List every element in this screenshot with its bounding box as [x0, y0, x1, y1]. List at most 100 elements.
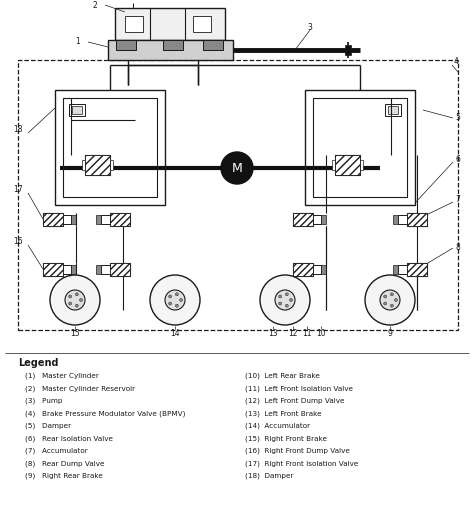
Circle shape — [275, 290, 295, 310]
Text: (17)  Right Front Isolation Valve: (17) Right Front Isolation Valve — [245, 460, 358, 467]
Text: 13: 13 — [268, 329, 278, 338]
Text: (16)  Right Front Dump Valve: (16) Right Front Dump Valve — [245, 448, 350, 454]
Bar — [116, 40, 136, 50]
Bar — [335, 155, 360, 175]
Bar — [203, 40, 223, 50]
Bar — [388, 106, 398, 114]
Text: (4)   Brake Pressure Modulator Valve (BPMV): (4) Brake Pressure Modulator Valve (BPMV… — [25, 410, 185, 417]
Text: (12)  Left Front Dump Valve: (12) Left Front Dump Valve — [245, 398, 345, 404]
Bar — [18, 60, 458, 330]
Circle shape — [80, 298, 82, 302]
Bar — [63, 98, 157, 197]
Circle shape — [150, 275, 200, 325]
Bar — [82, 160, 85, 170]
Circle shape — [165, 290, 185, 310]
Bar — [293, 263, 313, 276]
Text: 12: 12 — [288, 329, 298, 338]
Bar — [393, 215, 398, 224]
Bar — [393, 265, 398, 274]
Text: Legend: Legend — [18, 358, 58, 368]
Bar — [108, 40, 233, 60]
Bar — [398, 215, 407, 224]
Text: M: M — [232, 162, 242, 174]
Text: 18: 18 — [13, 126, 23, 135]
Text: 14: 14 — [170, 329, 180, 338]
Circle shape — [391, 304, 393, 307]
Bar — [110, 213, 130, 226]
Text: 2: 2 — [92, 1, 97, 10]
Bar — [110, 263, 130, 276]
Circle shape — [285, 293, 288, 296]
Bar — [293, 263, 313, 276]
Circle shape — [285, 304, 288, 307]
Circle shape — [394, 298, 398, 302]
Bar — [313, 98, 407, 197]
Circle shape — [383, 302, 387, 305]
Text: 1: 1 — [76, 38, 81, 47]
Bar — [43, 213, 63, 226]
Text: (2)   Master Cylinder Reservoir: (2) Master Cylinder Reservoir — [25, 385, 135, 392]
Text: (9)   Right Rear Brake: (9) Right Rear Brake — [25, 473, 103, 479]
Text: 16: 16 — [13, 237, 23, 246]
Bar — [293, 213, 313, 226]
Bar — [43, 213, 63, 226]
Bar — [101, 215, 110, 224]
Bar — [385, 104, 401, 116]
Bar — [96, 215, 101, 224]
Text: 11: 11 — [302, 329, 312, 338]
Bar — [72, 106, 82, 114]
Bar — [407, 263, 427, 276]
Circle shape — [69, 295, 72, 298]
Bar — [407, 263, 427, 276]
Bar — [193, 16, 211, 32]
Bar — [71, 265, 76, 274]
Circle shape — [260, 275, 310, 325]
Circle shape — [75, 304, 78, 307]
Circle shape — [290, 298, 292, 302]
Bar — [305, 90, 415, 205]
Bar — [360, 160, 363, 170]
Text: (13)  Left Front Brake: (13) Left Front Brake — [245, 410, 322, 417]
Text: 8: 8 — [456, 243, 460, 252]
Text: (10)  Left Rear Brake: (10) Left Rear Brake — [245, 373, 320, 379]
Text: (15)  Right Front Brake: (15) Right Front Brake — [245, 435, 327, 441]
Circle shape — [69, 302, 72, 305]
Text: (14)  Accumulator: (14) Accumulator — [245, 423, 310, 429]
Text: (6)   Rear Isolation Valve: (6) Rear Isolation Valve — [25, 435, 113, 441]
Text: (8)   Rear Dump Valve: (8) Rear Dump Valve — [25, 460, 104, 467]
Bar — [96, 265, 101, 274]
Bar — [345, 45, 351, 55]
Text: (3)   Pump: (3) Pump — [25, 398, 63, 404]
Bar — [163, 40, 183, 50]
Bar — [110, 263, 130, 276]
Text: 3: 3 — [308, 22, 312, 31]
Text: (1)   Master Cylinder: (1) Master Cylinder — [25, 373, 99, 379]
Bar — [332, 160, 335, 170]
Text: (5)   Damper: (5) Damper — [25, 423, 71, 429]
Bar — [43, 263, 63, 276]
Circle shape — [65, 290, 85, 310]
Bar — [43, 263, 63, 276]
Circle shape — [175, 293, 178, 296]
Bar — [110, 160, 113, 170]
Bar — [63, 215, 71, 224]
Circle shape — [169, 302, 172, 305]
Bar — [407, 213, 427, 226]
Circle shape — [169, 295, 172, 298]
Bar — [321, 215, 326, 224]
Circle shape — [380, 290, 400, 310]
Circle shape — [75, 293, 78, 296]
Circle shape — [175, 304, 178, 307]
Bar — [63, 265, 71, 274]
Text: 5: 5 — [456, 113, 460, 122]
Bar — [407, 213, 427, 226]
Text: 17: 17 — [13, 186, 23, 195]
Text: 6: 6 — [456, 155, 460, 164]
Circle shape — [279, 295, 282, 298]
Text: 9: 9 — [388, 329, 392, 338]
Text: (18)  Damper: (18) Damper — [245, 473, 293, 479]
Text: 4: 4 — [454, 57, 458, 66]
Text: (7)   Accumulator: (7) Accumulator — [25, 448, 88, 454]
Circle shape — [391, 293, 393, 296]
Circle shape — [221, 152, 253, 184]
